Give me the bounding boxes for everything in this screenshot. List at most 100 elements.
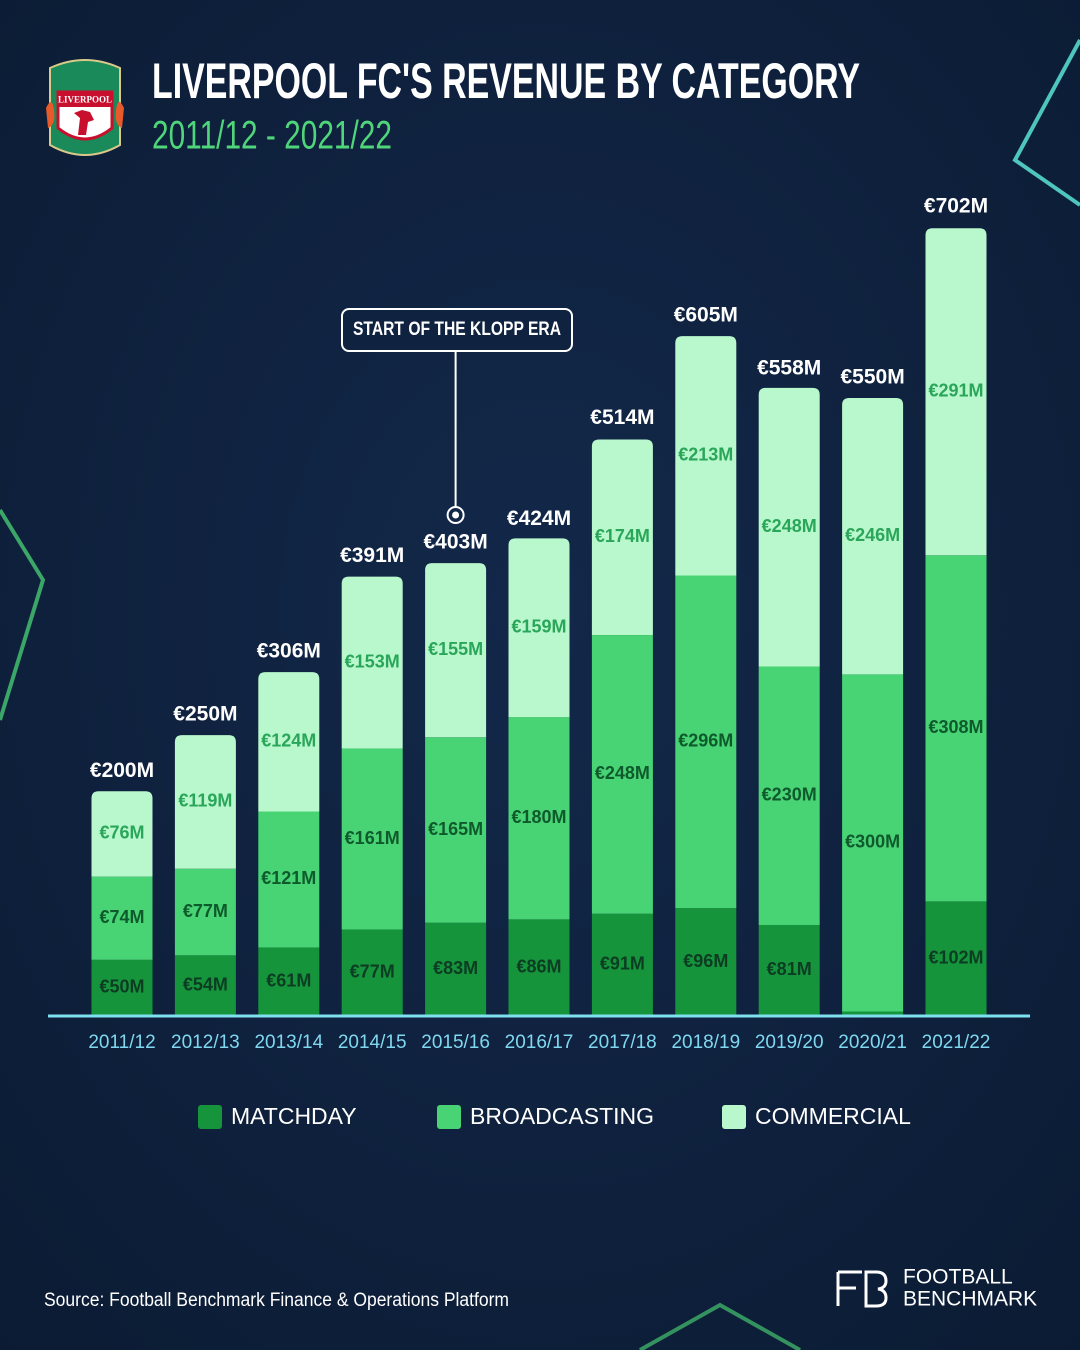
value-label: €308M — [928, 717, 983, 737]
value-label: €180M — [511, 807, 566, 827]
decor-line — [0, 508, 46, 721]
brand-logo: FOOTBALL BENCHMARK — [836, 1266, 1037, 1311]
source-note: Source: Football Benchmark Finance & Ope… — [44, 1290, 509, 1311]
value-label: €161M — [345, 828, 400, 848]
bar-segment — [591, 439, 653, 636]
value-label: €248M — [762, 516, 817, 536]
annotation-box — [341, 308, 573, 352]
value-label: €213M — [678, 445, 733, 465]
total-label: €200M — [90, 759, 154, 782]
value-label: €77M — [183, 901, 228, 921]
bar-segment — [341, 576, 403, 749]
legend-swatch — [722, 1105, 746, 1129]
value-label: €246M — [845, 525, 900, 545]
annotation-dot — [452, 511, 460, 519]
bar-segment — [425, 563, 487, 738]
value-label: €159M — [511, 616, 566, 636]
value-label: €300M — [845, 832, 900, 852]
bar-segment — [591, 913, 653, 1016]
decor-line — [639, 1302, 801, 1352]
crest-text: LIVERPOOL — [58, 95, 112, 105]
value-label: €83M — [433, 958, 478, 978]
total-label: €250M — [173, 703, 237, 726]
value-label: €86M — [516, 956, 561, 976]
value-label: €102M — [928, 947, 983, 967]
value-label: €291M — [928, 381, 983, 401]
bar-segment — [842, 1011, 904, 1016]
plot-area: €50M €74M €76M €200M 2011/12 €54M €77M €119M €25… — [88, 195, 990, 1129]
bar-segment — [425, 922, 487, 1016]
value-label: €121M — [261, 868, 316, 888]
value-label: €165M — [428, 819, 483, 839]
x-tick-label: 2016/17 — [505, 1032, 574, 1053]
value-label: €50M — [99, 977, 144, 997]
bar-segment — [258, 811, 320, 948]
legend-label: COMMERCIAL — [755, 1103, 911, 1129]
x-tick-label: 2019/20 — [755, 1032, 824, 1053]
legend-swatch — [437, 1105, 461, 1129]
bar-segment — [258, 947, 320, 1016]
total-label: €702M — [924, 195, 988, 218]
x-tick-label: 2014/15 — [338, 1032, 407, 1053]
value-label: €54M — [183, 974, 228, 994]
value-label: €119M — [178, 791, 232, 811]
value-label: €76M — [99, 823, 144, 843]
total-label: €306M — [257, 640, 321, 663]
value-label: €81M — [767, 959, 812, 979]
x-tick-label: 2012/13 — [171, 1032, 240, 1053]
bar-segment — [591, 635, 653, 914]
legend-label: MATCHDAY — [231, 1103, 357, 1129]
bar-segment — [925, 901, 987, 1016]
x-tick-label: 2018/19 — [671, 1032, 740, 1053]
value-label: €153M — [345, 651, 400, 671]
legend-label: BROADCASTING — [470, 1103, 654, 1129]
value-label: €74M — [99, 907, 144, 927]
total-label: €605M — [674, 304, 738, 327]
value-label: €248M — [595, 763, 650, 783]
x-tick-label: 2013/14 — [254, 1032, 323, 1053]
bar-segment — [925, 555, 987, 902]
bar-segment — [675, 575, 737, 909]
bar-segment — [842, 397, 904, 675]
x-tick-label: 2020/21 — [838, 1032, 907, 1053]
bar-segment — [925, 228, 987, 556]
bar-segment — [258, 672, 320, 812]
value-label: €155M — [428, 639, 483, 659]
bar-segment — [341, 748, 403, 930]
value-label: €296M — [678, 731, 733, 751]
bar-segment — [758, 666, 820, 925]
bar-segment — [91, 791, 153, 877]
bar-segment — [174, 955, 236, 1016]
value-label: €77M — [350, 961, 395, 981]
total-label: €514M — [590, 406, 654, 429]
value-label: €61M — [266, 970, 311, 990]
x-tick-label: 2017/18 — [588, 1032, 657, 1053]
brand-text: FOOTBALL — [903, 1266, 1013, 1289]
bar-segment — [425, 737, 487, 923]
chart-subtitle: 2011/12 - 2021/22 — [152, 114, 392, 158]
value-label: €174M — [595, 526, 650, 546]
bar-segment — [508, 919, 570, 1016]
bar-segment — [508, 538, 570, 718]
club-crest: LIVERPOOL — [46, 59, 124, 156]
total-label: €558M — [757, 356, 821, 379]
value-label: €124M — [261, 731, 316, 751]
bar-segment — [91, 876, 153, 960]
bar-segment — [174, 868, 236, 956]
decor-line — [1012, 39, 1080, 207]
x-tick-label: 2011/12 — [88, 1032, 155, 1053]
value-label: €91M — [600, 954, 645, 974]
bar-segment — [341, 929, 403, 1016]
bar-segment — [758, 924, 820, 1016]
bar-segment — [174, 735, 236, 869]
brand-text: BENCHMARK — [903, 1288, 1037, 1311]
x-tick-label: 2021/22 — [922, 1032, 991, 1053]
chart-title: LIVERPOOL FC'S REVENUE BY CATEGORY — [152, 53, 860, 109]
annotation-text: START OF THE KLOPP ERA — [353, 319, 561, 340]
bar-segment — [675, 336, 737, 576]
legend-swatch — [198, 1105, 222, 1129]
value-label: €230M — [762, 784, 817, 804]
bar-segment — [508, 717, 570, 920]
